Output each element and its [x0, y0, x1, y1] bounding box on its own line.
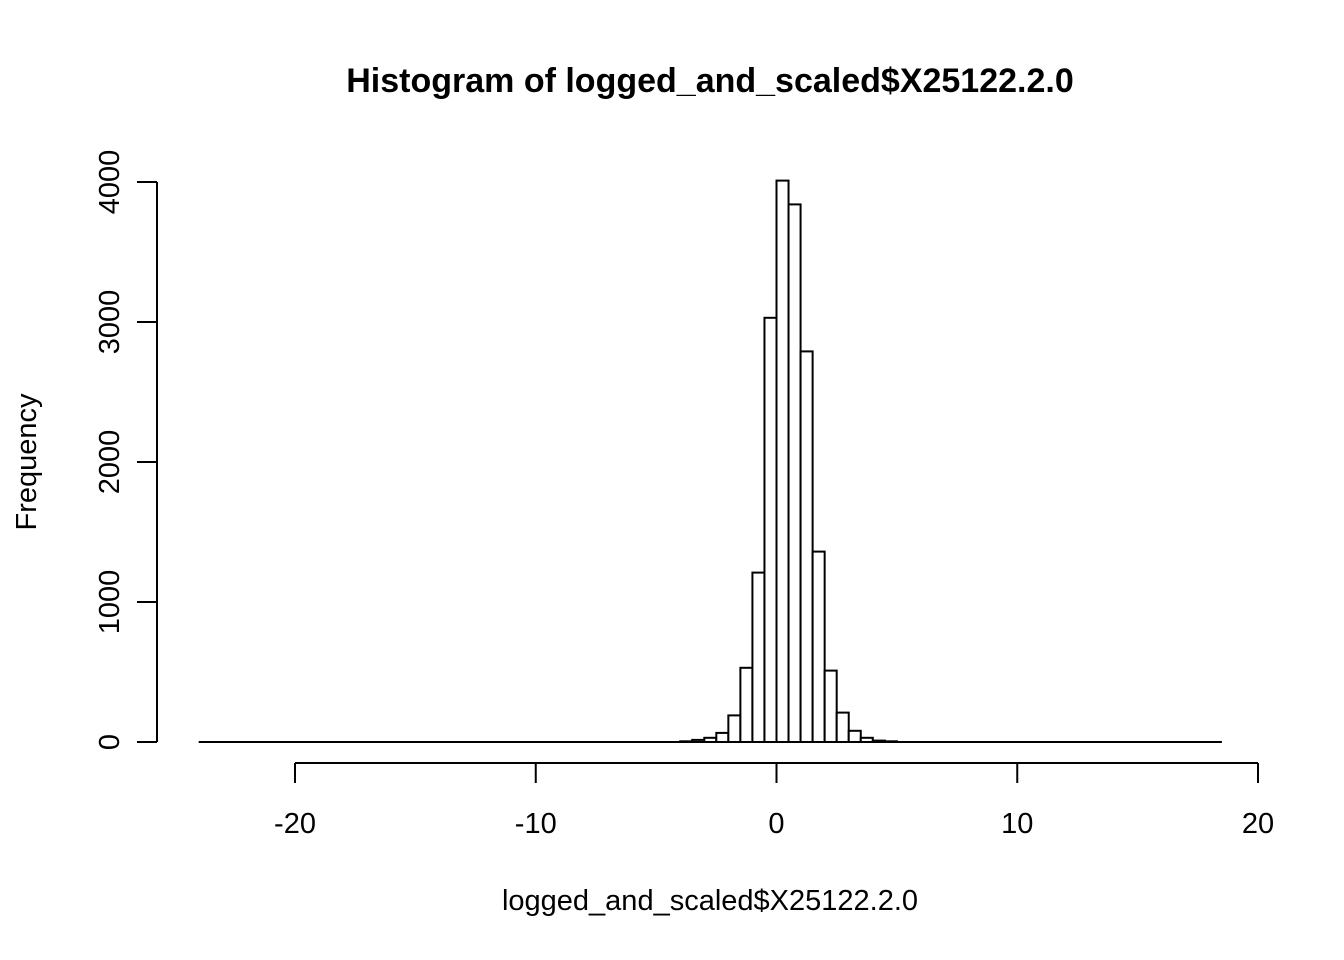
chart-title: Histogram of logged_and_scaled$X25122.2.…: [346, 62, 1074, 100]
histogram-bar: [679, 740, 694, 743]
histogram-bar: [835, 711, 850, 743]
x-tick-label: 10: [1001, 808, 1033, 840]
y-axis-label: Frequency: [11, 393, 43, 531]
y-tick-label: 2000: [94, 430, 126, 495]
histogram-bar: [775, 179, 790, 744]
histogram-bar: [715, 731, 730, 744]
histogram-bar: [703, 736, 718, 743]
x-axis: -20 -10 0 10 20: [274, 762, 1274, 840]
y-tick-label: 1000: [94, 570, 126, 635]
histogram-bar: [847, 729, 862, 743]
y-tick-label: 0: [94, 734, 126, 750]
histogram-bar: [763, 316, 778, 743]
histogram-bar: [859, 736, 874, 743]
histogram-bar: [739, 666, 754, 743]
x-tick-label: 0: [768, 808, 784, 840]
histogram-bar: [727, 714, 742, 744]
x-tick-label: 20: [1242, 808, 1274, 840]
x-tick-label: -10: [515, 808, 557, 840]
histogram-bar: [871, 739, 886, 743]
y-axis: 0 1000 2000 3000 4000: [94, 150, 158, 750]
x-tick-label: -20: [274, 808, 316, 840]
histogram-bar: [823, 669, 838, 743]
y-tick-label: 3000: [94, 290, 126, 355]
histogram-bar: [691, 738, 706, 744]
histogram-bar: [883, 740, 898, 743]
histogram-bar: [751, 571, 766, 743]
histogram-bar: [799, 350, 814, 743]
y-tick-label: 4000: [94, 150, 126, 215]
histogram-bars: [198, 179, 1222, 744]
histogram-bar: [787, 203, 802, 743]
x-axis-label: logged_and_scaled$X25122.2.0: [502, 885, 918, 917]
histogram-bar: [811, 550, 826, 743]
